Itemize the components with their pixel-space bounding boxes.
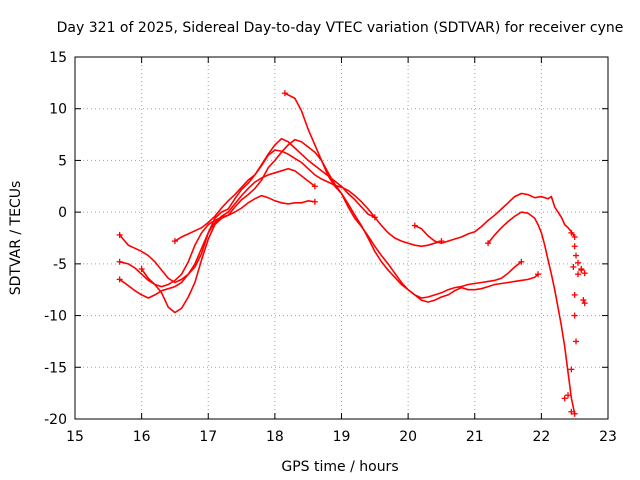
data-point-marker <box>518 258 525 265</box>
x-tick-label: 15 <box>66 429 84 445</box>
data-point-marker <box>571 312 578 319</box>
data-point-marker <box>570 263 577 270</box>
data-point-marker <box>561 395 568 402</box>
series-track-e <box>283 92 523 299</box>
x-tick-label: 16 <box>133 429 151 445</box>
data-point-marker <box>580 297 587 304</box>
data-point-marker <box>116 276 123 283</box>
y-axis-label: SDTVAR / TECUs <box>8 181 24 296</box>
axis-ticks <box>74 56 609 420</box>
series-track-h <box>486 211 576 415</box>
data-point-marker <box>575 271 582 278</box>
x-tick-label: 19 <box>333 429 351 445</box>
y-tick-label: 15 <box>49 50 67 66</box>
x-tick-label: 18 <box>266 429 284 445</box>
y-tick-label: 0 <box>58 205 67 221</box>
data-series-group <box>118 92 576 415</box>
x-axis-label: GPS time / hours <box>281 459 398 475</box>
y-tick-label: -5 <box>53 257 67 273</box>
y-tick-label: 10 <box>49 102 67 118</box>
data-point-marker <box>571 243 578 250</box>
x-tick-label: 20 <box>399 429 417 445</box>
data-point-marker <box>138 266 145 273</box>
x-tick-label: 21 <box>466 429 484 445</box>
data-point-marker <box>535 271 542 278</box>
series-track-c <box>118 167 317 299</box>
data-point-marker <box>578 267 585 274</box>
data-point-marker <box>371 214 378 221</box>
data-point-marker <box>581 270 588 277</box>
data-point-marker <box>281 90 288 97</box>
series-track-d <box>140 138 540 314</box>
series-track-f <box>173 149 443 248</box>
y-tick-label: -15 <box>44 360 67 376</box>
data-point-marker <box>485 240 492 247</box>
data-point-marker <box>116 231 123 238</box>
chart-title: Day 321 of 2025, Sidereal Day-to-day VTE… <box>57 20 624 36</box>
x-tick-label: 17 <box>199 429 217 445</box>
data-point-marker <box>568 408 575 415</box>
series-track-b <box>118 194 316 288</box>
data-point-marker <box>565 392 572 399</box>
x-tick-label: 22 <box>532 429 550 445</box>
y-tick-label: -10 <box>44 309 67 325</box>
y-tick-label: -20 <box>44 412 67 428</box>
data-point-marker <box>571 291 578 298</box>
data-point-marker <box>573 338 580 345</box>
data-point-marker <box>116 258 123 265</box>
data-point-marker <box>571 233 578 240</box>
data-point-marker <box>568 229 575 236</box>
data-point-marker <box>311 183 318 190</box>
data-point-marker <box>568 366 575 373</box>
tick-labels: 15 16 17 18 19 20 21 22 23 -20 -15 -10 -5 0 5 10 15 <box>44 50 617 445</box>
data-point-marker <box>411 222 418 229</box>
data-point-marker <box>575 259 582 266</box>
data-point-marker <box>573 252 580 259</box>
data-point-marker <box>581 300 588 307</box>
series-track-g <box>413 192 576 245</box>
data-point-marker <box>571 410 578 417</box>
data-point-marker <box>171 238 178 245</box>
data-point-marker <box>438 238 445 245</box>
y-tick-label: 5 <box>58 153 67 169</box>
scatter-points-group <box>116 90 588 417</box>
x-tick-label: 23 <box>599 429 617 445</box>
data-point-marker <box>311 198 318 205</box>
grid-lines <box>75 57 608 419</box>
